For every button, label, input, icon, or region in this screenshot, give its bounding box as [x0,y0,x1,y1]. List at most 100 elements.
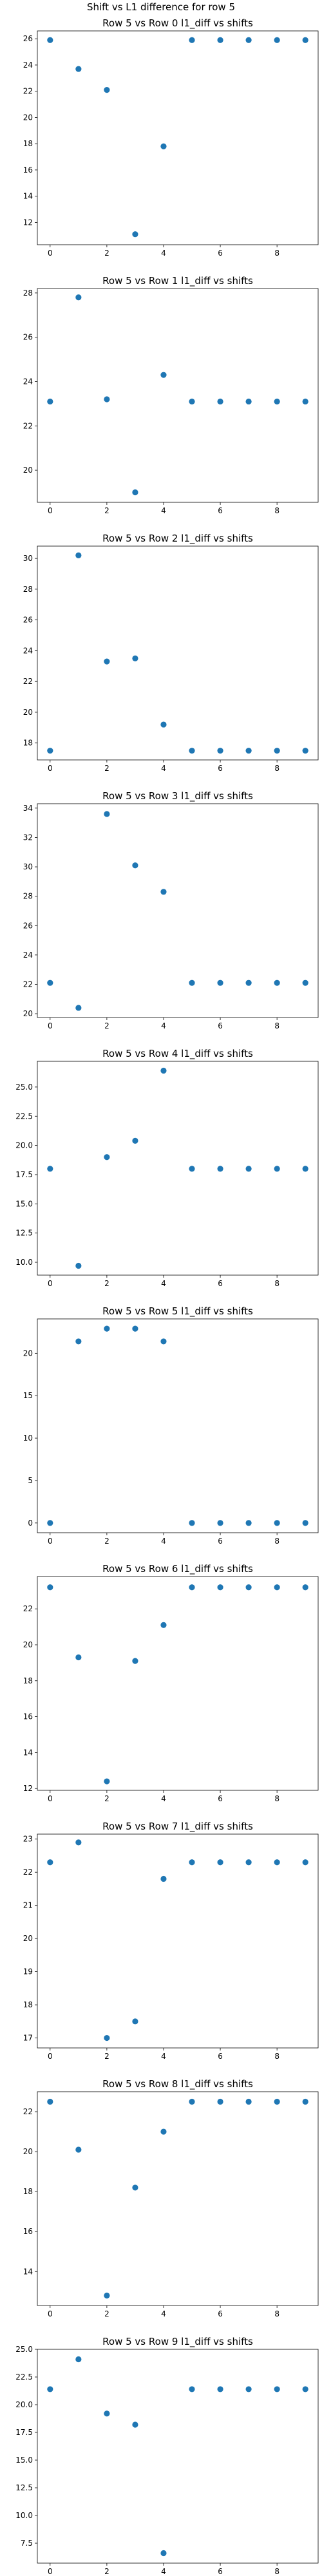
x-tick-label: 8 [274,249,279,258]
data-point [302,1584,308,1591]
data-point [302,37,308,43]
plot-frame [37,803,319,1018]
data-point [217,398,223,405]
y-tick-label: 5 [28,1476,33,1485]
y-tick-label: 7.5 [21,2539,33,2548]
data-point [245,1520,252,1526]
data-point [47,2098,53,2105]
data-point [132,1325,138,1332]
data-point [302,980,308,986]
x-tick-label: 6 [218,506,223,515]
data-point [302,2386,308,2392]
data-point [75,294,82,301]
x-tick-label: 0 [48,2309,53,2318]
plot-frame [37,288,319,503]
y-tick-label: 12 [23,218,33,227]
data-point [75,1338,82,1345]
x-tick-label: 4 [161,1794,166,1803]
data-point [189,37,195,43]
figure-title: Shift vs L1 difference for row 5 [87,1,235,13]
data-point [274,1859,280,1866]
x-tick-label: 6 [218,2567,223,2576]
y-tick-label: 26 [23,616,33,625]
y-tick-label: 32 [23,833,33,842]
data-point [189,1166,195,1172]
x-tick-label: 0 [48,1021,53,1030]
data-point [217,1520,223,1526]
data-point [189,1520,195,1526]
x-tick-label: 8 [274,2309,279,2318]
data-point [274,1584,280,1591]
x-tick-label: 4 [161,1537,166,1546]
plot-frame [37,1061,319,1276]
data-point [217,1584,223,1591]
x-tick-label: 4 [161,506,166,515]
data-point [132,1658,138,1664]
data-point [274,748,280,754]
y-tick-label: 20 [23,2147,33,2156]
data-point [104,1325,110,1332]
y-tick-label: 18 [23,2187,33,2196]
subplot-title: Row 5 vs Row 0 l1_diff vs shifts [102,17,253,30]
data-point [245,1859,252,1866]
subplot: Row 5 vs Row 7 l1_diff vs shifts 0 2 4 6 8 17 1… [23,1821,319,2061]
x-tick-label: 2 [104,764,109,773]
x-tick-label: 6 [218,764,223,773]
plot-frame [37,2349,319,2564]
y-tick-label: 17 [23,2034,33,2043]
x-tick-label: 8 [274,1279,279,1288]
x-tick-label: 0 [48,1279,53,1288]
x-tick-label: 4 [161,1021,166,1030]
plot-frame [37,30,319,245]
data-point [274,1166,280,1172]
x-tick-label: 2 [104,2052,109,2061]
y-tick-label: 22 [23,87,33,96]
y-tick-label: 22 [23,677,33,686]
y-tick-label: 22 [23,980,33,989]
y-tick-label: 30 [23,554,33,563]
data-point [104,1154,110,1160]
y-tick-label: 26 [23,921,33,930]
subplot: Row 5 vs Row 6 l1_diff vs shifts 0 2 4 6 8 12 1… [23,1563,319,1803]
x-tick-label: 0 [48,1794,53,1803]
y-tick-label: 22 [23,1604,33,1613]
x-tick-label: 0 [48,2567,53,2576]
subplot: Row 5 vs Row 9 l1_diff vs shifts 0 2 4 6 8 7.5… [15,2336,319,2576]
y-tick-label: 20 [23,466,33,475]
data-point [75,1262,82,1269]
y-tick-label: 23 [23,1835,33,1844]
data-point [47,1859,53,1866]
x-tick-label: 4 [161,2567,166,2576]
y-tick-label: 22.5 [15,2372,33,2382]
y-tick-label: 28 [23,289,33,298]
y-tick-label: 16 [23,2227,33,2236]
data-point [160,1875,167,1882]
subplot: Row 5 vs Row 8 l1_diff vs shifts 0 2 4 6 8 14 1… [23,2078,319,2318]
y-tick-label: 15.0 [15,2456,33,2465]
y-tick-label: 15 [23,1391,33,1400]
x-tick-label: 4 [161,1279,166,1288]
data-point [160,721,167,728]
x-tick-label: 2 [104,1537,109,1546]
y-tick-label: 12.5 [15,1229,33,1238]
data-point [189,2098,195,2105]
data-point [160,1338,167,1345]
plot-frame [37,1318,319,1533]
data-point [160,143,167,149]
y-tick-label: 10 [23,1434,33,1443]
data-point [47,1166,53,1172]
data-point [75,66,82,72]
y-tick-label: 19 [23,1967,33,1976]
x-tick-label: 2 [104,506,109,515]
data-point [245,1166,252,1172]
data-point [245,398,252,405]
data-point [302,2098,308,2105]
x-tick-label: 6 [218,1021,223,1030]
data-point [47,748,53,754]
y-tick-label: 12.5 [15,2483,33,2492]
y-tick-label: 24 [23,61,33,70]
data-point [160,1067,167,1074]
y-tick-label: 25.0 [15,2345,33,2354]
